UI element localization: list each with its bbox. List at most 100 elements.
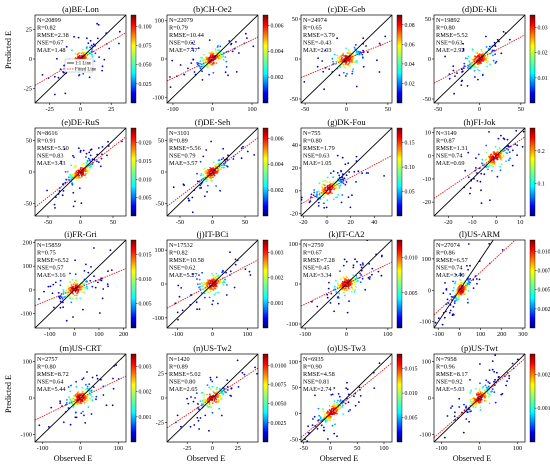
panel-title: (c)DE-Geb bbox=[328, 4, 366, 14]
scatter-point bbox=[72, 283, 75, 286]
scatter-point bbox=[499, 165, 501, 168]
scatter-point bbox=[359, 264, 362, 266]
scatter-point bbox=[209, 166, 212, 169]
scatter-point bbox=[488, 402, 491, 405]
scatter-point bbox=[368, 278, 371, 280]
scatter-point bbox=[203, 281, 206, 284]
scatter-point bbox=[87, 42, 90, 45]
scatter-point bbox=[478, 55, 481, 57]
legend-fitted-label: Fitted Line bbox=[75, 68, 96, 73]
x-tick-label: 200 bbox=[497, 331, 506, 338]
y-tick-label: 100 bbox=[155, 18, 164, 25]
panel-title: (l)US-ARM bbox=[459, 229, 501, 239]
scatter-point bbox=[327, 187, 330, 189]
plot-area bbox=[167, 240, 258, 328]
scatter-point bbox=[441, 323, 444, 326]
scatter-point bbox=[201, 79, 204, 81]
scatter-point bbox=[336, 37, 338, 40]
stat-line: N=755 bbox=[303, 130, 321, 137]
stat-line: RMSE=2.38 bbox=[37, 32, 69, 39]
scatter-point bbox=[327, 287, 330, 290]
scatter-point bbox=[86, 385, 89, 388]
colorbar-tick-label: 0.002 bbox=[271, 75, 284, 81]
scatter-point bbox=[88, 159, 91, 161]
scatter-point bbox=[215, 388, 218, 391]
scatter-point bbox=[99, 279, 101, 281]
scatter-point bbox=[318, 419, 320, 421]
scatter-point bbox=[461, 71, 463, 73]
scatter-point bbox=[72, 154, 74, 157]
scatter-point bbox=[222, 55, 225, 58]
stat-line: MAE=3.40 bbox=[436, 272, 465, 279]
scatter-point bbox=[356, 59, 358, 62]
scatter-point bbox=[330, 408, 333, 411]
scatter-point bbox=[59, 402, 62, 405]
scatter-point bbox=[84, 174, 87, 177]
scatter-point bbox=[498, 156, 501, 159]
scatter-point bbox=[256, 372, 258, 375]
stat-line: NSE=0.79 bbox=[169, 153, 195, 160]
scatter-point bbox=[335, 412, 338, 415]
scatter-point bbox=[202, 59, 205, 62]
scatter-point bbox=[445, 288, 448, 290]
scatter-point bbox=[76, 296, 78, 299]
scatter-point bbox=[356, 52, 359, 54]
panel-14: (n)US-Tw2N=1420R=0.89RMSE=5.02NSE=0.80MA… bbox=[156, 343, 287, 452]
scatter-point bbox=[90, 165, 92, 168]
scatter-point bbox=[480, 59, 482, 61]
fitted-line bbox=[167, 137, 258, 207]
scatter-point bbox=[67, 407, 70, 409]
scatter-point bbox=[174, 302, 177, 305]
panel-title: (f)DE-Seh bbox=[195, 117, 231, 127]
scatter-point bbox=[106, 154, 108, 157]
y-tick-label: -50 bbox=[290, 436, 298, 443]
plot-area bbox=[301, 354, 392, 442]
x-tick-label: 0 bbox=[73, 331, 76, 338]
scatter-point bbox=[199, 62, 202, 65]
scatter-point bbox=[452, 289, 454, 292]
scatter-point bbox=[241, 371, 244, 374]
colorbar-tick-label: 0.005 bbox=[139, 196, 152, 202]
scatter-point bbox=[328, 181, 331, 184]
scatter-point bbox=[72, 287, 74, 290]
scatter-point bbox=[322, 188, 324, 190]
scatter-point bbox=[212, 52, 215, 55]
scatter-point bbox=[323, 410, 325, 413]
y-tick-label: 100 bbox=[155, 247, 164, 254]
x-tick-label: -100 bbox=[37, 445, 49, 452]
scatter-point bbox=[343, 65, 345, 68]
scatter-point bbox=[341, 404, 344, 407]
scatter-point bbox=[70, 175, 73, 178]
stat-line: NSE=0.83 bbox=[37, 153, 63, 160]
scatter-point bbox=[342, 182, 345, 185]
scatter-point bbox=[476, 172, 478, 174]
y-tick-label: -10 bbox=[423, 176, 431, 183]
scatter-point bbox=[338, 180, 341, 182]
scatter-point bbox=[193, 424, 196, 426]
stat-line: N=3101 bbox=[169, 130, 190, 137]
scatter-point bbox=[204, 399, 206, 402]
panel-12: (l)US-ARM N=27074R=0.86RMSE=6.57NSE=0.74M… bbox=[419, 229, 550, 339]
scatter-point bbox=[64, 92, 67, 95]
x-tick-label: -100 bbox=[432, 331, 444, 338]
scatter-point bbox=[343, 177, 346, 180]
scatter-point bbox=[317, 57, 319, 59]
scatter-point bbox=[210, 52, 213, 55]
scatter-point bbox=[507, 148, 510, 151]
scatter-point bbox=[205, 399, 208, 401]
one-to-one-line bbox=[434, 240, 494, 328]
scatter-point bbox=[522, 130, 525, 133]
scatter-point bbox=[86, 171, 89, 174]
scatter-point bbox=[425, 337, 427, 339]
scatter-point bbox=[118, 42, 120, 45]
panel-16: (p)US-Twt N=7958R=0.96RMSE=8.17NSE=0.92MA… bbox=[419, 343, 550, 452]
scatter-point bbox=[369, 276, 371, 278]
scatter-point bbox=[340, 284, 342, 286]
scatter-point bbox=[208, 401, 211, 404]
scatter-point bbox=[210, 179, 213, 182]
scatter-point bbox=[89, 154, 92, 157]
scatter-point bbox=[72, 205, 75, 208]
scatter-point bbox=[467, 290, 470, 292]
scatter-point bbox=[84, 398, 86, 400]
scatter-point bbox=[446, 298, 449, 301]
